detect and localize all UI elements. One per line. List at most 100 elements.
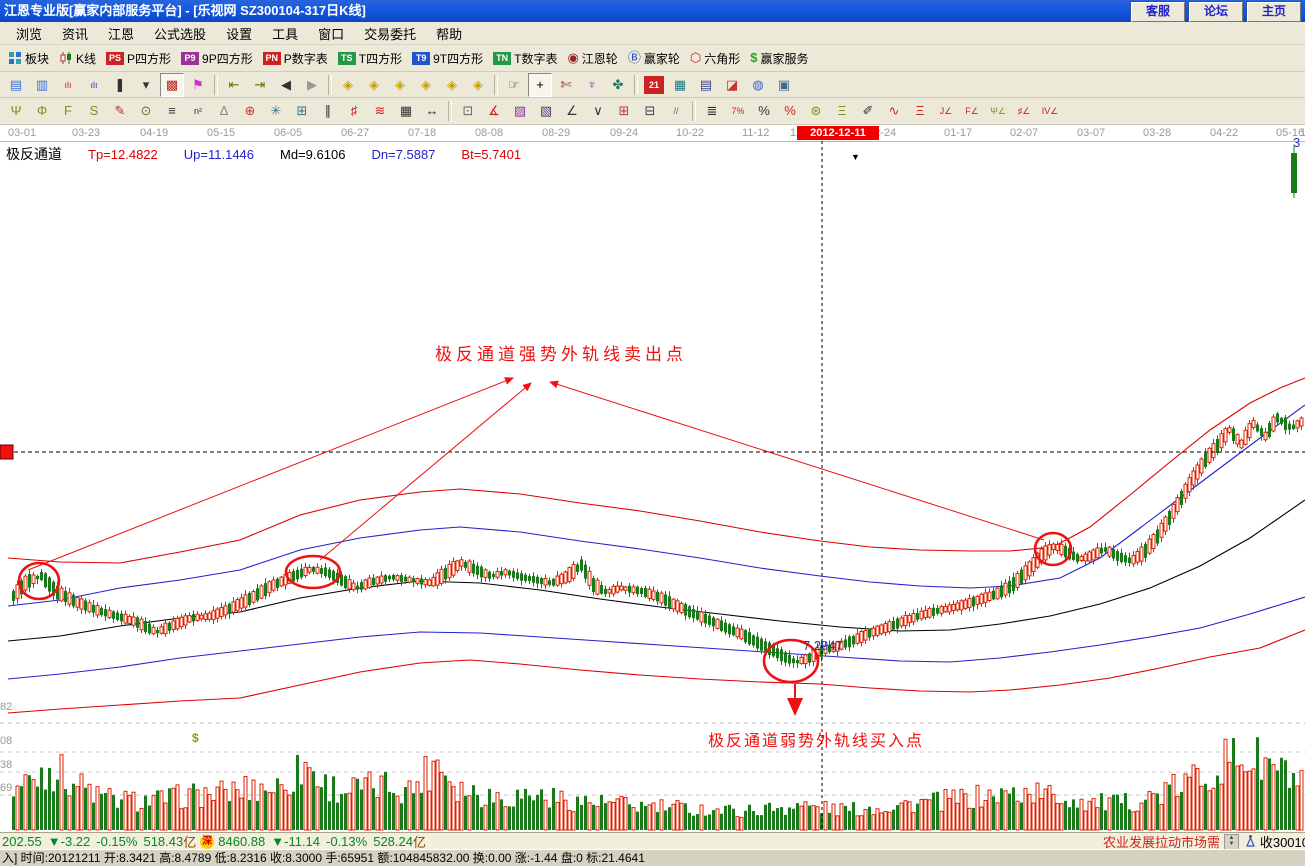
menu-item-2[interactable]: 江恩 xyxy=(108,26,135,42)
menu-item-6[interactable]: 窗口 xyxy=(318,26,345,42)
draw-pen-icon[interactable]: ✎ xyxy=(114,103,126,118)
percent-icon[interactable]: % xyxy=(758,103,770,118)
angle-tool-icon[interactable]: ∆ xyxy=(220,103,228,118)
zoom-vertical-icon[interactable]: ◈ xyxy=(447,76,457,92)
red-grid-icon[interactable]: ⊞ xyxy=(618,103,630,118)
menu-item-5[interactable]: 工具 xyxy=(272,26,299,42)
shen-angle-icon[interactable]: ♯∠ xyxy=(1017,106,1031,116)
support-button[interactable]: 客服 xyxy=(1131,2,1185,22)
zoom-left-icon[interactable]: ◈ xyxy=(343,76,353,92)
menu-item-1[interactable]: 资讯 xyxy=(62,26,89,42)
measure-icon[interactable]: ✄ xyxy=(560,76,572,92)
box-tool-icon[interactable]: ⊡ xyxy=(462,103,474,118)
menu-item-8[interactable]: 帮助 xyxy=(436,26,463,42)
j-angle-icon[interactable]: J∠ xyxy=(939,106,953,116)
percent-7-icon[interactable]: 7% xyxy=(731,106,745,116)
p-table-button[interactable]: PN P数字表 xyxy=(262,50,328,67)
kline-button[interactable]: K线 xyxy=(59,50,96,67)
zoom-expand-icon[interactable]: ◈ xyxy=(395,76,405,92)
n-square-icon[interactable]: n² xyxy=(193,106,202,116)
date-tick: 06-05 xyxy=(274,127,303,139)
last-page-icon[interactable]: ⇥ xyxy=(254,76,266,92)
calculator-icon[interactable]: ▦ xyxy=(673,76,687,92)
zoom-right-icon[interactable]: ◈ xyxy=(369,76,379,92)
hexagon-button-label: 六角形 xyxy=(704,51,741,66)
menu-item-4[interactable]: 设置 xyxy=(226,26,253,42)
bar-chart-red-icon[interactable]: ılı xyxy=(64,79,72,90)
save-icon[interactable]: ◪ xyxy=(725,76,739,92)
h-measure-icon[interactable]: ↔ xyxy=(425,103,439,118)
web-icon[interactable]: ◍ xyxy=(752,76,764,92)
four-angle-icon[interactable]: IV∠ xyxy=(1041,106,1059,116)
blocks-button[interactable]: 板块 xyxy=(8,50,49,67)
fan-box-icon[interactable]: ▨ xyxy=(513,103,527,118)
wave-icon[interactable]: ∿ xyxy=(888,103,900,118)
gann-mode-icon[interactable]: ▩ xyxy=(160,72,184,97)
home-button[interactable]: 主页 xyxy=(1247,2,1301,22)
hexagon-button[interactable]: ⬡ 六角形 xyxy=(690,50,740,67)
crosshair-icon[interactable]: + xyxy=(528,72,552,97)
circle-tool-icon[interactable]: ⊙ xyxy=(140,103,152,118)
percent-red-icon[interactable]: % xyxy=(784,103,796,118)
parallel-channel-icon[interactable]: // xyxy=(673,106,679,116)
date-tick: 08-29 xyxy=(542,127,571,139)
zoom-all-icon[interactable]: ◈ xyxy=(473,76,483,92)
nine-t-square-button[interactable]: T9 9T四方形 xyxy=(412,50,483,67)
t-table-button[interactable]: TN T数字表 xyxy=(493,50,557,67)
dark-grid-icon[interactable]: ⊟ xyxy=(644,103,656,118)
ying-tool-icon[interactable]: ≋ xyxy=(374,103,386,118)
flag-icon[interactable]: ⚑ xyxy=(192,76,204,92)
prev-bar-icon[interactable]: ◀ xyxy=(281,76,291,92)
grid-target-icon[interactable]: ⊞ xyxy=(296,103,308,118)
gold-red-icon[interactable]: Ξ xyxy=(915,103,925,118)
menu-item-7[interactable]: 交易委托 xyxy=(364,26,417,42)
fan-lines-icon[interactable]: ∡ xyxy=(488,103,500,118)
purple-tool-icon[interactable]: ♆ xyxy=(587,76,597,92)
ruler-lines-icon[interactable]: ≡ xyxy=(168,103,176,118)
gann-f-icon[interactable]: F xyxy=(64,103,72,118)
news-scroll-spinner[interactable]: ▲ ▼ xyxy=(1224,833,1239,850)
gold-angle-icon[interactable]: Ψ∠ xyxy=(990,106,1006,116)
gold-lines-icon[interactable]: Ξ xyxy=(837,103,847,118)
menu-item-0[interactable]: 浏览 xyxy=(16,26,43,42)
ruler-grid-icon[interactable]: ▦ xyxy=(399,103,413,118)
t-square-button[interactable]: TS T四方形 xyxy=(337,50,402,67)
forum-button[interactable]: 论坛 xyxy=(1189,2,1243,22)
levels-icon[interactable]: ≣ xyxy=(706,103,718,118)
zoom-compress-icon[interactable]: ◈ xyxy=(421,76,431,92)
calendar-icon[interactable]: 21 xyxy=(644,75,664,94)
target-circle-icon[interactable]: ⊕ xyxy=(244,103,256,118)
svg-text:82: 82 xyxy=(0,701,12,713)
info-list-icon[interactable]: ▥ xyxy=(35,76,49,92)
report-icon[interactable]: ▤ xyxy=(9,76,23,92)
hand-icon[interactable]: ☞ xyxy=(508,76,520,92)
parallel-lines-icon[interactable]: ∥ xyxy=(324,103,332,118)
indicator-value-1: Up=11.1446 xyxy=(183,147,255,162)
data-transfer-icon[interactable]: ▣ xyxy=(777,76,791,92)
gold-circle-icon[interactable]: ⊛ xyxy=(810,103,822,118)
angle-line-icon[interactable]: ∠ xyxy=(566,103,578,118)
bar-chart-blue-icon[interactable]: ılı xyxy=(90,79,98,90)
v-line-icon[interactable]: ∨ xyxy=(593,103,603,118)
f-angle-icon[interactable]: F∠ xyxy=(965,106,979,116)
gann-wheel-button[interactable]: ◉ 江恩轮 xyxy=(567,50,617,67)
shen-tool-icon[interactable]: ♯ xyxy=(350,103,358,118)
star-grid-icon[interactable]: ✳ xyxy=(270,103,282,118)
winner-wheel-button[interactable]: Ⓑ 赢家轮 xyxy=(628,50,680,67)
notes-icon[interactable]: ▤ xyxy=(699,76,713,92)
teal-tool-icon[interactable]: ✤ xyxy=(612,76,624,92)
menu-item-3[interactable]: 公式选股 xyxy=(154,26,207,42)
pen2-icon[interactable]: ✐ xyxy=(862,103,874,118)
gann-gold-1-icon[interactable]: Ψ xyxy=(10,103,22,118)
p-square-button[interactable]: PS P四方形 xyxy=(106,50,171,67)
winner-service-button[interactable]: $ 赢家服务 xyxy=(750,50,808,67)
candle-style-icon[interactable]: ❚ xyxy=(114,76,126,92)
first-page-icon[interactable]: ⇤ xyxy=(228,76,240,92)
shade-box-icon[interactable]: ▧ xyxy=(539,103,553,118)
next-bar-icon[interactable]: ▶ xyxy=(307,76,317,92)
candle-style-dropdown-icon[interactable]: ▾ xyxy=(142,76,150,92)
nine-p-square-button[interactable]: P9 9P四方形 xyxy=(181,50,253,67)
gann-spiral-icon[interactable]: S xyxy=(89,103,99,118)
gann-gold-2-icon[interactable]: Φ xyxy=(36,103,48,118)
